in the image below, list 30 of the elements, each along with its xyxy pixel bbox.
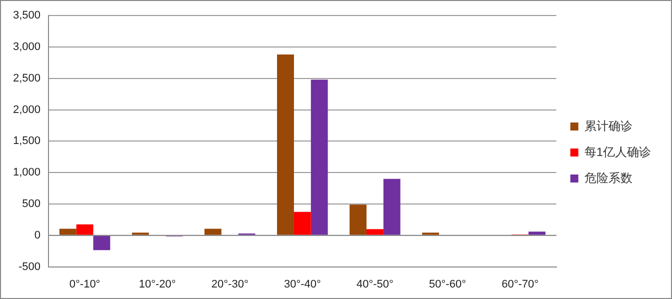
y-tick-label: 1,500 (12, 135, 41, 148)
bar (528, 232, 546, 235)
legend-label: 危险系数 (584, 170, 632, 185)
y-tick-label: 0 (34, 229, 41, 242)
y-tick-label: -500 (18, 260, 41, 273)
bar (294, 212, 311, 235)
bar (366, 229, 384, 235)
bar (76, 224, 94, 235)
y-tick-label: 2,000 (12, 104, 41, 116)
x-tick-label: 40°-50° (356, 278, 394, 290)
bar (277, 54, 294, 235)
y-tick-label: 500 (22, 198, 41, 210)
legend-label: 累计确诊 (584, 118, 632, 133)
x-tick-label: 0°-10° (69, 278, 100, 290)
y-tick-label: 3,500 (12, 10, 41, 22)
x-tick-label: 10°-20° (138, 278, 176, 290)
y-tick-label: 2,500 (12, 72, 41, 84)
x-tick-label: 50°-60° (429, 278, 466, 290)
y-tick-label: 1,000 (12, 166, 41, 179)
bar (310, 80, 328, 235)
bar (93, 236, 110, 250)
bar (204, 228, 222, 235)
bar (59, 228, 76, 235)
bar (383, 178, 400, 235)
legend-label: 每1亿人确诊 (584, 144, 652, 159)
x-tick-label: 20°-30° (211, 278, 248, 290)
x-tick-label: 30°-40° (284, 278, 321, 290)
y-tick-label: 3,000 (12, 41, 41, 54)
x-tick-label: 60°-70° (502, 278, 539, 290)
bar (350, 204, 367, 235)
